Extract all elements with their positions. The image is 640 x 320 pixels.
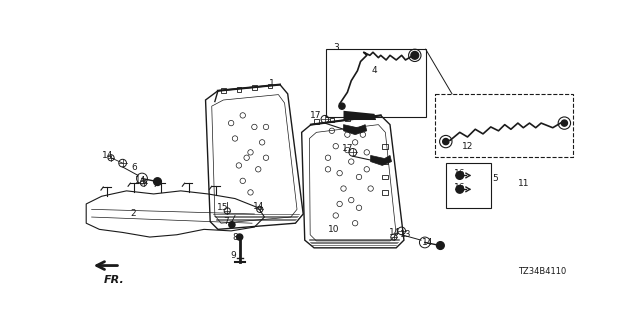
Bar: [330, 118, 334, 122]
Circle shape: [339, 103, 345, 109]
Bar: [446, 163, 491, 208]
Text: 5: 5: [493, 174, 499, 183]
Circle shape: [443, 139, 449, 145]
Polygon shape: [344, 111, 376, 120]
Text: 17: 17: [310, 111, 321, 120]
Text: 1: 1: [269, 78, 275, 88]
Text: FR.: FR.: [104, 275, 124, 285]
Text: 3: 3: [333, 43, 339, 52]
Polygon shape: [344, 124, 367, 135]
Text: 6: 6: [131, 163, 137, 172]
Circle shape: [237, 234, 243, 240]
Bar: [382, 159, 388, 164]
Text: 12: 12: [462, 142, 473, 151]
Circle shape: [436, 242, 444, 249]
Bar: [237, 87, 241, 92]
Text: 16: 16: [454, 169, 465, 178]
Text: TZ34B4110: TZ34B4110: [518, 267, 566, 276]
Bar: [314, 119, 319, 124]
Text: 11: 11: [518, 179, 529, 188]
Text: 15: 15: [217, 203, 228, 212]
Circle shape: [154, 178, 161, 186]
Text: 7: 7: [223, 217, 228, 226]
Circle shape: [561, 120, 568, 126]
Bar: [435, 94, 573, 157]
Bar: [252, 85, 257, 90]
Text: 13: 13: [400, 230, 412, 239]
Text: 14: 14: [253, 202, 264, 211]
Polygon shape: [371, 156, 392, 165]
Bar: [360, 115, 365, 119]
Circle shape: [411, 52, 419, 59]
Bar: [382, 144, 388, 148]
Bar: [345, 116, 349, 121]
Bar: [221, 88, 226, 93]
Bar: [326, 49, 426, 117]
Text: 14: 14: [389, 228, 401, 237]
Text: 14: 14: [102, 151, 113, 160]
Circle shape: [229, 222, 235, 228]
Text: 10: 10: [328, 225, 340, 234]
Circle shape: [456, 186, 463, 193]
Circle shape: [456, 172, 463, 179]
Text: 14: 14: [422, 238, 433, 247]
Text: 16: 16: [454, 182, 465, 191]
Text: 17: 17: [342, 144, 354, 153]
Text: 8: 8: [232, 233, 238, 242]
Bar: [382, 190, 388, 195]
Text: 2: 2: [130, 210, 136, 219]
Bar: [268, 84, 272, 88]
Bar: [382, 175, 388, 179]
Text: 9: 9: [230, 251, 236, 260]
Text: 4: 4: [372, 66, 378, 75]
Text: 14: 14: [135, 176, 146, 185]
